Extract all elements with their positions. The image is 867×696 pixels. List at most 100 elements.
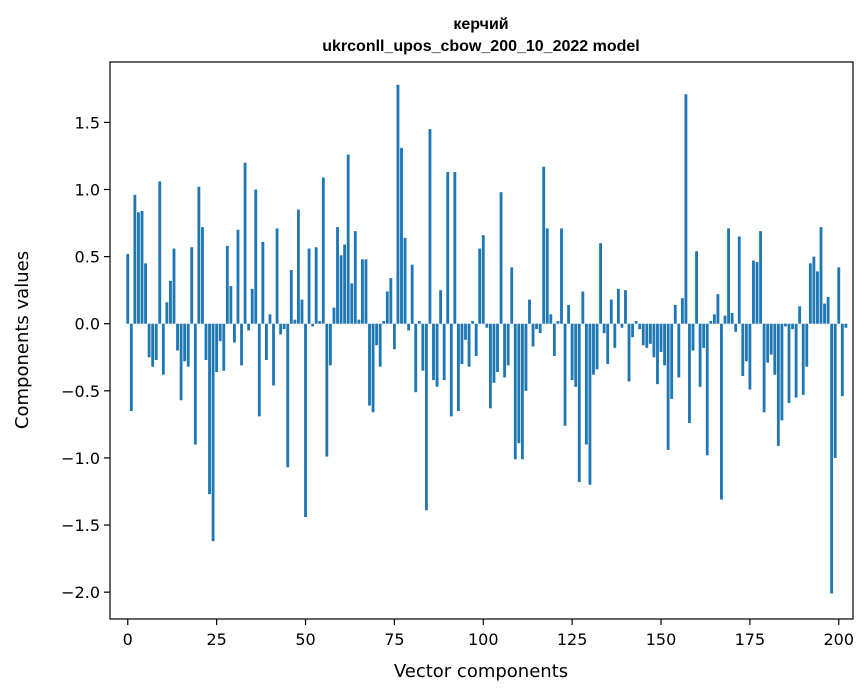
bar-175 [748, 323, 752, 390]
bar-90 [446, 172, 450, 324]
bar-43 [279, 323, 283, 335]
bar-18 [190, 247, 194, 324]
bar-6 [147, 323, 151, 358]
bar-35 [250, 288, 254, 324]
bar-189 [798, 306, 802, 324]
bar-14 [176, 323, 179, 351]
bar-55 [321, 177, 325, 324]
bar-148 [652, 323, 656, 358]
bar-140 [624, 290, 627, 324]
bar-103 [492, 323, 496, 383]
y-tick-label: 1.5 [75, 113, 100, 132]
bar-196 [823, 303, 826, 324]
bar-33 [243, 162, 247, 324]
bar-166 [716, 294, 720, 324]
x-tick-label: 50 [295, 630, 315, 649]
bar-167 [720, 323, 723, 500]
bar-79 [407, 323, 411, 331]
chart-title: керчий [453, 16, 508, 33]
bar-11 [165, 302, 169, 324]
bar-51 [307, 248, 311, 324]
bar-114 [531, 323, 535, 347]
bar-47 [293, 319, 297, 324]
bar-122 [560, 228, 563, 324]
y-tick-label: −1.0 [61, 449, 100, 468]
bar-80 [410, 264, 414, 324]
bar-147 [648, 323, 652, 344]
bar-127 [577, 323, 581, 483]
bar-106 [503, 323, 507, 378]
bar-65 [357, 319, 361, 324]
bar-97 [471, 321, 475, 324]
bar-130 [588, 323, 592, 485]
bar-143 [634, 321, 638, 324]
bar-177 [755, 261, 759, 324]
bar-135 [606, 323, 610, 364]
bar-25 [215, 323, 219, 373]
y-tick-label: −1.5 [61, 516, 100, 535]
bar-126 [574, 323, 578, 387]
bar-45 [286, 323, 290, 468]
bar-171 [734, 323, 738, 332]
bar-31 [236, 229, 240, 324]
bar-95 [464, 323, 467, 340]
x-tick-label: 0 [123, 630, 133, 649]
y-tick-label: −2.0 [61, 583, 100, 602]
bar-81 [414, 323, 418, 393]
bar-173 [741, 323, 745, 377]
bar-146 [645, 323, 649, 348]
bar-59 [336, 227, 339, 324]
bar-42 [275, 228, 279, 324]
bar-182 [773, 323, 777, 375]
bar-181 [769, 323, 773, 355]
bar-8 [154, 323, 158, 360]
bar-28 [225, 245, 229, 324]
bar-60 [339, 255, 343, 324]
bar-136 [609, 299, 613, 324]
bar-1 [129, 323, 133, 411]
bar-180 [766, 323, 770, 363]
bar-54 [318, 321, 322, 324]
bar-30 [233, 323, 236, 343]
bar-13 [172, 248, 176, 324]
bar-156 [680, 298, 684, 324]
bar-16 [183, 323, 187, 362]
bar-165 [712, 314, 716, 324]
bar-191 [805, 323, 809, 367]
bar-128 [581, 291, 585, 324]
bar-118 [545, 228, 549, 324]
bar-0 [126, 253, 130, 324]
bar-94 [460, 323, 464, 364]
bar-104 [496, 323, 499, 373]
bar-145 [641, 323, 645, 346]
bar-155 [677, 323, 681, 378]
bar-102 [488, 323, 492, 409]
bar-186 [787, 323, 791, 403]
bar-99 [478, 248, 482, 324]
bar-112 [524, 323, 528, 391]
bar-32 [240, 323, 243, 366]
bar-53 [314, 247, 318, 324]
bar-93 [456, 323, 460, 411]
bar-107 [506, 323, 510, 366]
bar-202 [844, 323, 848, 328]
bar-50 [304, 323, 307, 517]
bar-151 [663, 323, 666, 366]
bar-183 [776, 323, 780, 446]
bar-101 [485, 323, 489, 328]
bar-162 [702, 323, 706, 348]
plot-frame [109, 61, 854, 620]
bar-138 [616, 288, 620, 324]
x-axis-ticks: 0 25 50 75 100 125 150 175 200 [123, 619, 854, 649]
bar-85 [428, 129, 432, 324]
bar-159 [691, 323, 695, 351]
bar-150 [659, 323, 663, 352]
bar-2 [133, 194, 137, 324]
bar-195 [819, 227, 823, 324]
bar-4 [140, 210, 144, 324]
bar-91 [449, 323, 453, 417]
bar-157 [684, 94, 688, 324]
bar-190 [801, 323, 805, 395]
bar-193 [812, 256, 816, 324]
